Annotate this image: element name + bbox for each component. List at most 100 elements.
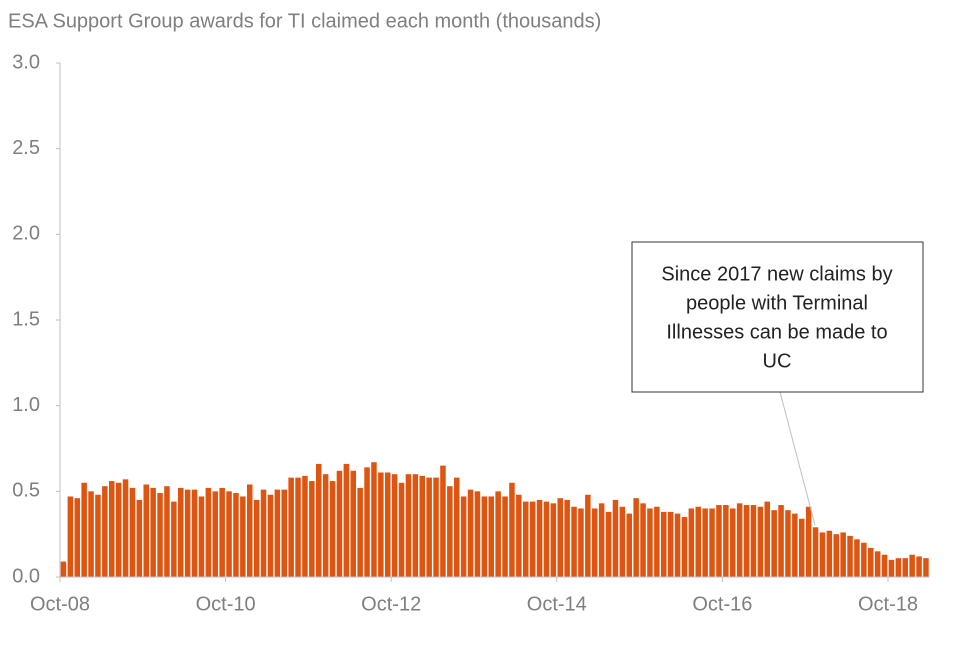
bar: [467, 489, 474, 577]
bar: [757, 506, 764, 577]
bar: [716, 505, 722, 577]
annotation-leader: [779, 391, 816, 526]
bar: [60, 561, 67, 577]
x-tick-label: Oct-18: [858, 593, 918, 615]
x-tick-label: Oct-16: [692, 593, 752, 615]
bar: [233, 493, 239, 577]
bar: [626, 513, 633, 577]
x-tick-label: Oct-14: [527, 593, 587, 615]
bar: [371, 462, 377, 577]
bar: [150, 487, 156, 577]
bar: [861, 542, 867, 577]
bar: [391, 474, 398, 577]
bar: [688, 508, 695, 577]
bar: [516, 494, 522, 577]
bar: [785, 510, 791, 577]
bar: [867, 547, 874, 577]
bar: [115, 482, 122, 577]
bar: [267, 494, 274, 577]
bar: [81, 482, 87, 577]
bar: [488, 496, 495, 577]
bar: [619, 506, 626, 577]
bar: [605, 511, 612, 577]
bar: [329, 481, 336, 577]
bar: [184, 489, 191, 577]
bar: [364, 467, 370, 577]
y-tick-label: 0.5: [12, 480, 40, 502]
bar: [612, 499, 619, 577]
bar: [881, 554, 888, 577]
bar: [792, 513, 798, 577]
bar: [157, 493, 163, 577]
bar: [433, 477, 439, 577]
bar: [460, 496, 467, 577]
bar: [654, 506, 660, 577]
bar: [88, 491, 94, 577]
annotation-text: Illnesses can be made to: [666, 321, 887, 343]
bar: [543, 501, 550, 577]
x-tick-label: Oct-12: [361, 593, 421, 615]
bar: [122, 479, 129, 577]
bar: [840, 532, 846, 577]
bar: [384, 472, 391, 577]
bar: [564, 499, 570, 577]
bar: [281, 489, 288, 577]
bar: [736, 503, 743, 577]
bar: [260, 489, 267, 577]
bar: [819, 532, 826, 577]
bar: [136, 499, 143, 577]
bar: [108, 481, 115, 577]
bar: [847, 535, 853, 577]
bar: [412, 474, 419, 577]
y-tick-label: 1.0: [12, 394, 40, 416]
bar: [916, 556, 922, 577]
bar: [798, 518, 805, 577]
bar: [164, 486, 170, 577]
bar: [522, 501, 529, 577]
bar: [743, 505, 750, 577]
bar: [571, 506, 577, 577]
bar: [440, 465, 446, 577]
bar: [398, 482, 405, 577]
bar: [274, 489, 281, 577]
bar: [219, 487, 225, 577]
bar: [750, 505, 757, 577]
bar: [723, 505, 729, 577]
bar: [143, 484, 150, 577]
bar: [171, 501, 177, 577]
bar: [640, 503, 646, 577]
x-tick-label: Oct-08: [30, 593, 90, 615]
bar: [729, 508, 736, 577]
bar: [647, 508, 653, 577]
bar: [205, 487, 212, 577]
bar: [550, 503, 557, 577]
bar: [302, 475, 308, 577]
bar: [502, 496, 508, 577]
bar: [764, 501, 771, 577]
bar: [529, 501, 536, 577]
bar: [578, 508, 584, 577]
bar: [812, 527, 819, 577]
bar: [336, 470, 343, 577]
bar: [378, 472, 384, 577]
chart-title: ESA Support Group awards for TI claimed …: [8, 10, 601, 32]
bar: [253, 499, 260, 577]
bar: [67, 496, 74, 577]
bar: [474, 491, 481, 577]
bar: [771, 510, 777, 577]
x-tick-label: Oct-10: [196, 593, 256, 615]
annotation-box: [631, 241, 924, 393]
bar: [315, 463, 322, 577]
bar: [129, 487, 136, 577]
bar: [95, 494, 101, 577]
bar: [585, 494, 591, 577]
bar: [854, 539, 860, 577]
bar: [246, 484, 253, 577]
bar: [674, 513, 681, 577]
bar: [322, 474, 329, 577]
bar: [191, 489, 198, 577]
bar: [667, 511, 674, 577]
bar: [240, 496, 246, 577]
bar: [874, 551, 881, 577]
